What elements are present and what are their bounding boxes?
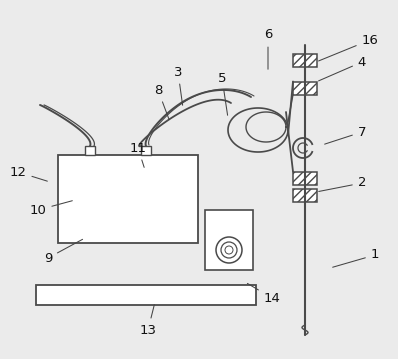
Text: 11: 11 [129,141,146,167]
Bar [36,285,256,305]
Text: 6: 6 [264,28,272,69]
Text: 16: 16 [318,33,378,61]
Bar [205,210,253,270]
Bar [293,188,317,201]
Bar [293,53,317,66]
Text: 8: 8 [154,84,169,120]
Text: 9: 9 [44,239,82,265]
Text: 14: 14 [248,283,281,304]
Text: 3: 3 [174,65,183,105]
Text: 10: 10 [29,201,72,216]
Text: 12: 12 [10,165,47,181]
Text: 1: 1 [333,248,379,267]
Bar [293,81,317,94]
Bar [141,146,151,155]
Text: 7: 7 [325,126,366,144]
Text: 13: 13 [140,305,156,336]
Bar [85,146,95,155]
Bar [293,172,317,185]
Text: 4: 4 [318,56,366,81]
Text: 2: 2 [319,177,366,191]
Text: 5: 5 [218,71,228,115]
Bar [58,155,198,243]
